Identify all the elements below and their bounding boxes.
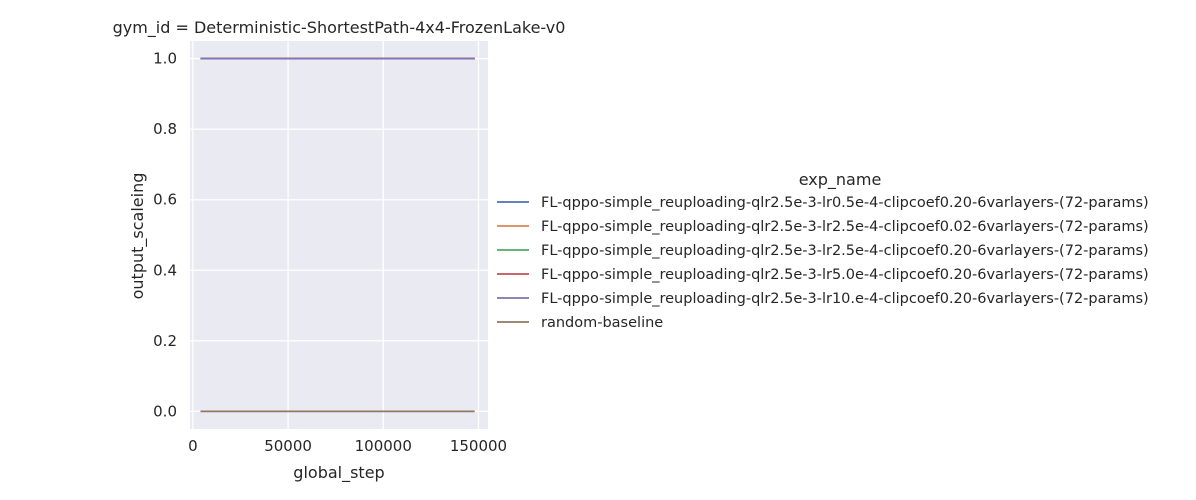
- chart-title: gym_id = Deterministic-ShortestPath-4x4-…: [113, 18, 566, 38]
- legend-label: FL-qppo-simple_reuploading-qlr2.5e-3-lr0…: [541, 195, 1149, 211]
- y-axis-label: output_scaleing: [128, 173, 148, 300]
- x-axis-ticks: 0 50000 100000 150000: [188, 437, 507, 455]
- legend-label: FL-qppo-simple_reuploading-qlr2.5e-3-lr1…: [541, 291, 1149, 307]
- x-tick-label: 0: [188, 437, 198, 455]
- plot-area: [190, 41, 488, 429]
- legend-label: random-baseline: [541, 315, 663, 331]
- y-tick-label: 0.6: [153, 191, 177, 209]
- legend-label: FL-qppo-simple_reuploading-qlr2.5e-3-lr2…: [541, 243, 1149, 259]
- legend: exp_name FL-qppo-simple_reuploading-qlr2…: [497, 170, 1149, 331]
- y-tick-label: 0.0: [153, 402, 177, 420]
- y-tick-label: 0.8: [153, 120, 177, 138]
- legend-items: FL-qppo-simple_reuploading-qlr2.5e-3-lr0…: [497, 195, 1149, 331]
- legend-label: FL-qppo-simple_reuploading-qlr2.5e-3-lr5…: [541, 267, 1149, 283]
- x-tick-label: 150000: [450, 437, 507, 455]
- x-tick-label: 50000: [264, 437, 312, 455]
- y-tick-label: 0.4: [153, 261, 177, 279]
- y-tick-label: 1.0: [153, 50, 177, 68]
- y-axis-ticks: 0.0 0.2 0.4 0.6 0.8 1.0: [153, 50, 177, 421]
- x-tick-label: 100000: [355, 437, 412, 455]
- y-tick-label: 0.2: [153, 332, 177, 350]
- x-axis-label: global_step: [293, 463, 384, 483]
- legend-title: exp_name: [799, 170, 882, 190]
- series-lines: [200, 57, 475, 413]
- legend-label: FL-qppo-simple_reuploading-qlr2.5e-3-lr2…: [541, 219, 1149, 235]
